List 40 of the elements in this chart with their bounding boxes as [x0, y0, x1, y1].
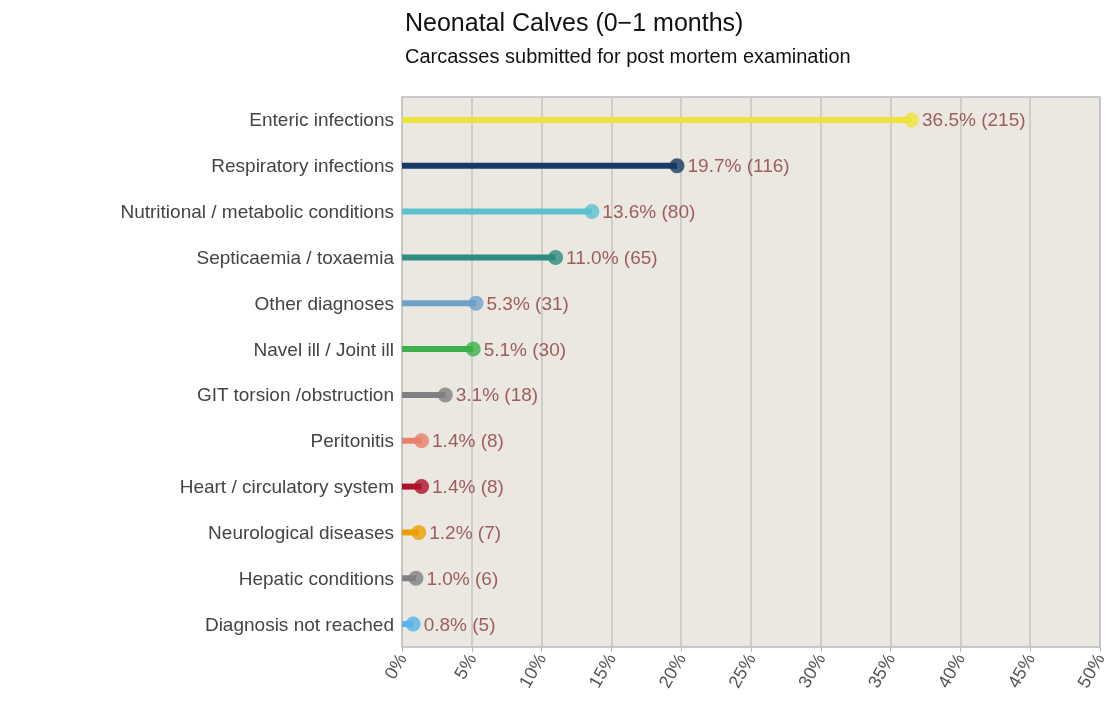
data-label: 19.7% (116) [687, 155, 790, 177]
data-label: 1.0% (6) [426, 567, 499, 589]
point [584, 204, 600, 220]
y-tick-label: Nutritional / metabolic conditions [120, 201, 394, 223]
y-tick-label: Peritonitis [310, 430, 394, 452]
point [414, 433, 430, 449]
point [437, 387, 453, 403]
y-tick-label: Enteric infections [249, 109, 394, 131]
x-tick-label: 0% [380, 650, 411, 683]
point [904, 112, 920, 128]
data-label: 36.5% (215) [922, 109, 1026, 131]
data-label: 1.2% (7) [429, 521, 502, 543]
chart-subtitle: Carcasses submitted for post mortem examination [405, 45, 851, 67]
y-tick-label: Hepatic conditions [238, 567, 394, 589]
y-tick-label: Navel ill / Joint ill [253, 338, 394, 360]
data-label: 5.1% (30) [483, 338, 567, 360]
point [669, 158, 685, 174]
data-label: 11.0% (65) [566, 246, 658, 268]
point [465, 341, 481, 357]
data-label: 5.3% (31) [486, 292, 569, 314]
chart-title: Neonatal Calves (0−1 months) [405, 7, 744, 36]
x-tick-label: 5% [450, 650, 481, 683]
y-tick-label: Diagnosis not reached [204, 613, 394, 635]
data-label: 3.1% (18) [455, 384, 539, 406]
data-label: 0.8% (5) [423, 613, 496, 635]
y-tick-label: Respiratory infections [211, 155, 394, 177]
point [414, 479, 430, 495]
data-label: 1.4% (8) [432, 430, 504, 452]
point [408, 570, 424, 586]
point [405, 616, 421, 632]
y-tick-label: GIT torsion /obstruction [196, 384, 394, 406]
y-tick-label: Other diagnoses [254, 292, 394, 314]
point [468, 295, 484, 311]
point [548, 249, 564, 265]
y-tick-label: Heart / circulatory system [179, 476, 394, 498]
y-tick-label: Neurological diseases [208, 521, 394, 543]
data-label: 13.6% (80) [602, 201, 696, 223]
point [411, 524, 427, 540]
data-label: 1.4% (8) [432, 476, 504, 498]
y-tick-label: Septicaemia / toxaemia [196, 246, 395, 268]
